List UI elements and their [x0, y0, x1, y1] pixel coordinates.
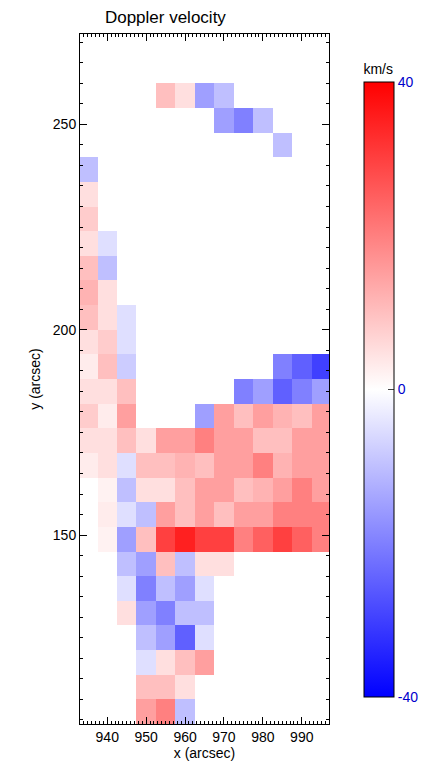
svg-text:970: 970: [212, 729, 236, 745]
svg-text:y (arcsec): y (arcsec): [27, 348, 43, 409]
svg-text:x (arcsec): x (arcsec): [174, 745, 235, 761]
svg-text:980: 980: [251, 729, 275, 745]
svg-text:960: 960: [173, 729, 197, 745]
svg-text:-40: -40: [398, 689, 418, 705]
svg-text:250: 250: [53, 116, 77, 132]
svg-text:km/s: km/s: [363, 61, 393, 77]
svg-text:200: 200: [53, 322, 77, 338]
svg-text:150: 150: [53, 527, 77, 543]
svg-text:950: 950: [134, 729, 158, 745]
svg-text:0: 0: [398, 381, 406, 397]
svg-text:940: 940: [96, 729, 120, 745]
svg-text:Doppler velocity: Doppler velocity: [105, 8, 226, 27]
svg-text:990: 990: [290, 729, 314, 745]
svg-text:40: 40: [398, 74, 414, 90]
